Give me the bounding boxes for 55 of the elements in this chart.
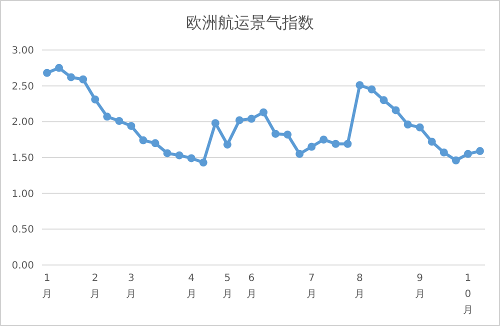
- point: [260, 108, 268, 116]
- point: [296, 150, 304, 158]
- point: [380, 96, 388, 104]
- point: [464, 150, 472, 158]
- x-tick-label: 9月: [414, 273, 425, 300]
- x-tick-label: 7月: [306, 273, 317, 300]
- point: [368, 85, 376, 94]
- x-tick-label: 4月: [186, 273, 196, 300]
- x-tick-label: 2月: [90, 273, 100, 300]
- y-tick-label: 3.00: [12, 46, 34, 56]
- point: [91, 95, 100, 104]
- point: [416, 123, 424, 132]
- point: [223, 140, 232, 149]
- point: [356, 81, 364, 90]
- x-tick-label: 6月: [246, 273, 256, 300]
- point: [428, 138, 436, 146]
- point: [211, 119, 220, 128]
- point: [476, 147, 484, 156]
- point: [127, 122, 136, 130]
- x-tick-label: 10月: [462, 273, 473, 316]
- y-tick-label: 2.50: [12, 81, 34, 92]
- point: [79, 75, 88, 84]
- point: [272, 130, 280, 138]
- point: [175, 151, 184, 160]
- y-tick-label: 0.00: [12, 260, 34, 272]
- y-tick-label: 1.00: [12, 188, 34, 200]
- point: [332, 140, 340, 148]
- point: [284, 130, 292, 139]
- point: [67, 73, 76, 82]
- point: [55, 64, 64, 72]
- point: [115, 116, 124, 125]
- x-tick-label: 5月: [222, 273, 232, 300]
- point: [199, 158, 208, 167]
- point: [308, 142, 316, 151]
- point: [151, 139, 160, 148]
- point: [139, 136, 148, 144]
- x-tick-label: 1月: [42, 273, 52, 300]
- x-tick-label: 8月: [354, 273, 365, 300]
- point: [103, 112, 112, 121]
- point: [247, 114, 256, 123]
- point: [187, 154, 196, 162]
- point: [404, 120, 412, 129]
- x-tick-label: 3月: [126, 273, 136, 300]
- point: [43, 68, 51, 77]
- y-tick-label: 0.50: [12, 224, 34, 236]
- point: [392, 106, 400, 114]
- point: [440, 148, 448, 156]
- point: [344, 140, 352, 148]
- y-tick-label: 2.00: [12, 117, 34, 128]
- point: [452, 156, 460, 164]
- point: [235, 116, 244, 124]
- point: [320, 136, 328, 144]
- y-tick-label: 1.50: [12, 153, 34, 164]
- chart-title: 欧洲航运景气指数: [186, 13, 314, 32]
- point: [163, 149, 172, 158]
